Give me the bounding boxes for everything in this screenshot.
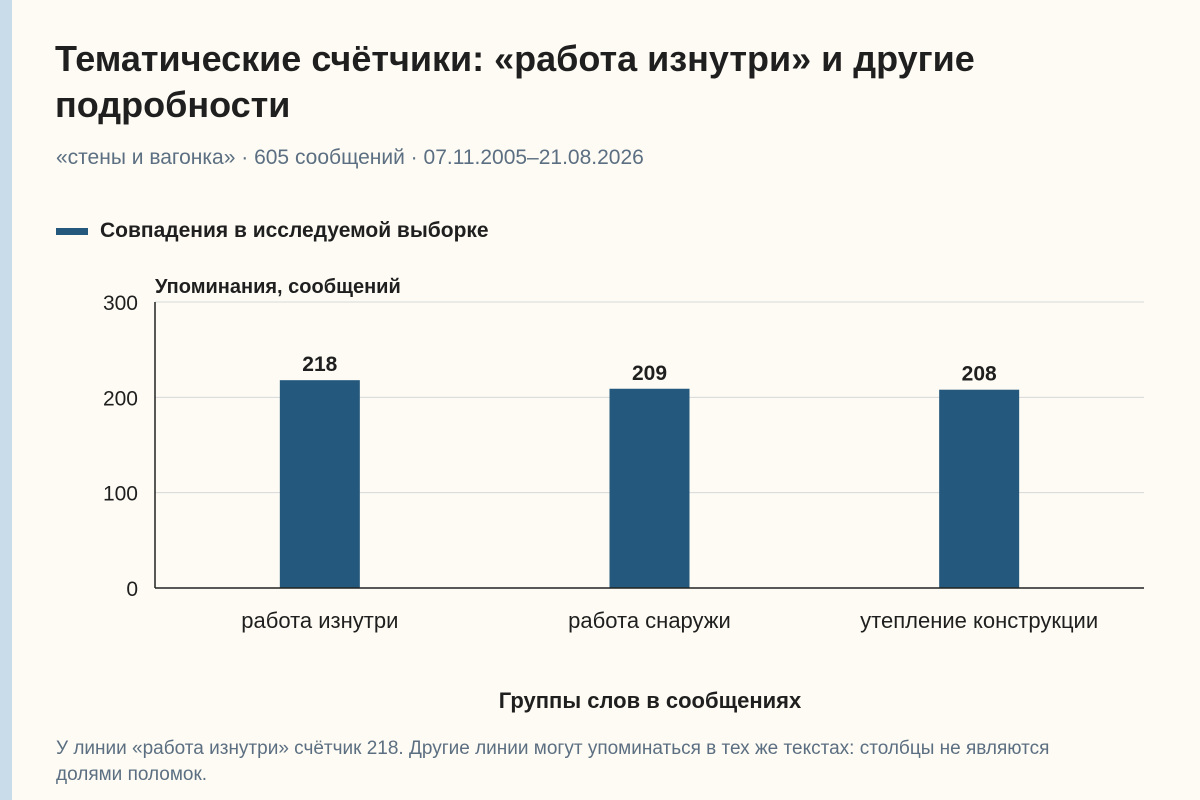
bar-chart: 0 100 200 300 Упоминания, сообщений 218 работа…	[103, 276, 1144, 713]
y-axis-title: Упоминания, сообщений	[155, 276, 401, 298]
y-tick-label: 100	[103, 483, 138, 506]
legend-swatch	[56, 227, 88, 235]
bar-value-label: 208	[962, 363, 997, 386]
bar	[939, 389, 1020, 588]
y-tick-label: 300	[103, 292, 138, 315]
y-tick-label: 0	[126, 578, 138, 601]
x-axis-title: Группы слов в сообщениях	[499, 688, 802, 713]
left-edge-strip	[0, 0, 12, 800]
bar-value-label: 218	[302, 353, 337, 376]
legend-label: Совпадения в исследуемой выборке	[100, 219, 489, 242]
bar	[279, 380, 360, 588]
chart-subtitle: «стены и вагонка» · 605 сообщений · 07.1…	[56, 146, 644, 169]
legend: Совпадения в исследуемой выборке	[56, 219, 489, 243]
x-tick-label: утепление конструкции	[860, 608, 1098, 633]
chart-title: Тематические счётчики: «работа изнутри» …	[55, 38, 975, 125]
footnote: У линии «работа изнутри» счётчик 218. Др…	[56, 738, 1050, 785]
y-tick-label: 200	[103, 387, 138, 410]
x-tick-label: работа изнутри	[241, 608, 398, 633]
x-tick-label: работа снаружи	[568, 608, 731, 633]
bar-value-label: 209	[632, 362, 667, 385]
bar	[609, 388, 690, 588]
